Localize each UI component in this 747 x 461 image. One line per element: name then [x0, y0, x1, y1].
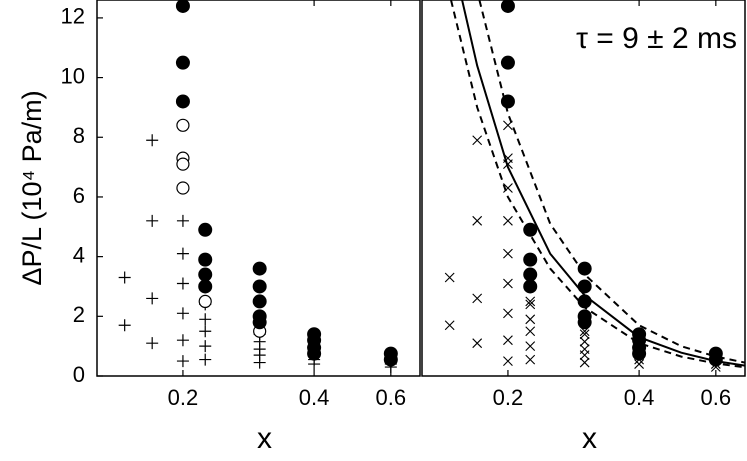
x-axis-label: x — [257, 422, 272, 455]
data-point — [383, 352, 398, 367]
data-point — [472, 338, 483, 349]
data-point — [523, 279, 538, 294]
data-point — [175, 55, 190, 70]
data-point — [472, 135, 483, 146]
data-point — [176, 214, 189, 227]
data-point — [252, 294, 267, 309]
y-tick-label: 8 — [73, 123, 85, 148]
data-point — [252, 279, 267, 294]
data-point — [198, 252, 213, 267]
data-point — [198, 294, 212, 308]
data-point — [503, 248, 513, 259]
fit-curve — [478, 0, 745, 364]
data-point — [176, 277, 189, 290]
data-point — [176, 355, 189, 368]
fit-curve — [461, 0, 745, 367]
data-point — [503, 335, 513, 346]
data-point — [523, 252, 538, 267]
data-point — [175, 94, 190, 109]
plot-area — [118, 0, 398, 374]
data-point — [577, 315, 592, 330]
data-point — [500, 0, 515, 13]
data-point — [632, 346, 647, 361]
data-point — [176, 307, 189, 320]
data-point — [199, 340, 212, 353]
x-tick-label: 0.6 — [701, 385, 732, 410]
data-point — [199, 353, 212, 366]
plot-frame — [421, 0, 746, 377]
data-point — [579, 329, 590, 340]
y-tick-label: 10 — [61, 63, 85, 88]
y-axis-label: ΔP/L (10⁴ Pa/m) — [17, 90, 47, 285]
data-point — [176, 247, 189, 260]
data-point — [198, 222, 213, 237]
x-tick-label: 0.4 — [624, 385, 655, 410]
x-tick-label: 0.6 — [376, 385, 407, 410]
data-point — [176, 334, 189, 347]
x-tick-label: 0.4 — [299, 385, 330, 410]
x-tick-label: 0.2 — [168, 385, 199, 410]
data-point — [525, 296, 536, 307]
data-point — [525, 354, 536, 365]
annotation: τ = 9 ± 2 ms — [576, 22, 737, 55]
y-tick-label: 6 — [73, 183, 85, 208]
data-point — [253, 356, 266, 369]
plot-area — [444, 0, 745, 372]
data-point — [252, 261, 267, 276]
data-point — [472, 215, 483, 226]
data-point — [579, 350, 590, 360]
data-point — [199, 325, 212, 338]
data-point — [634, 359, 644, 369]
x-tick-label: 0.2 — [493, 385, 524, 410]
data-point — [146, 134, 159, 147]
y-tick-label: 4 — [73, 242, 85, 267]
data-point — [307, 346, 322, 361]
data-point — [500, 55, 515, 70]
data-point — [503, 308, 513, 319]
data-point — [176, 181, 190, 195]
data-point — [175, 0, 190, 13]
y-tick-label: 2 — [73, 302, 85, 327]
plot-frame — [96, 0, 421, 377]
data-point — [176, 157, 190, 171]
data-point — [579, 336, 590, 347]
fit-curve — [450, 0, 745, 369]
data-point — [577, 261, 592, 276]
data-point — [118, 319, 131, 332]
data-point — [525, 326, 536, 337]
data-point — [444, 272, 455, 283]
data-point — [198, 279, 213, 294]
data-point — [146, 292, 159, 305]
data-point — [503, 356, 513, 366]
data-point — [525, 314, 536, 325]
data-point — [525, 299, 536, 310]
x-axis-label: x — [582, 422, 597, 455]
data-point — [525, 341, 536, 352]
data-point — [579, 357, 590, 368]
y-tick-label: 12 — [61, 4, 85, 29]
data-point — [252, 315, 267, 330]
data-point — [472, 293, 483, 304]
data-point — [503, 278, 513, 289]
data-point — [146, 214, 159, 227]
data-point — [523, 267, 538, 282]
data-point — [523, 222, 538, 237]
data-point — [503, 215, 513, 226]
data-point — [146, 337, 159, 350]
data-point — [118, 271, 131, 284]
data-point — [176, 118, 190, 132]
data-point — [199, 313, 212, 326]
data-point — [444, 320, 455, 331]
data-point — [198, 267, 213, 282]
y-tick-label: 0 — [73, 362, 85, 387]
data-point — [577, 279, 592, 294]
